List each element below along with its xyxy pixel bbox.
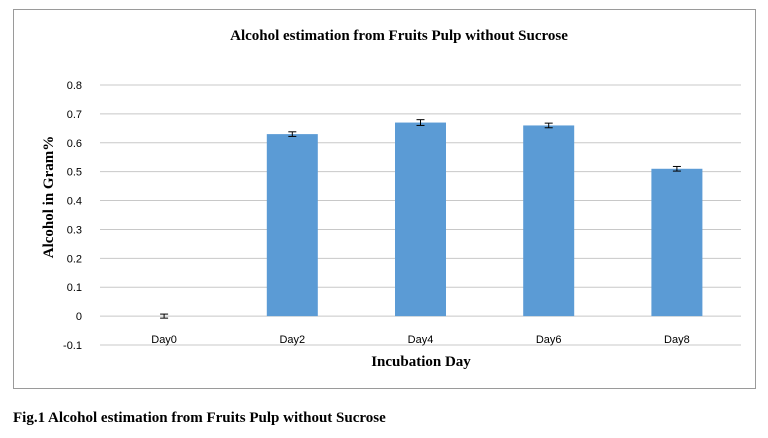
y-tick-label: 0 xyxy=(76,311,82,323)
x-axis-label: Incubation Day xyxy=(371,354,471,370)
x-tick-label: Day6 xyxy=(536,334,562,346)
figure-caption: Fig.1 Alcohol estimation from Fruits Pul… xyxy=(13,410,386,426)
bar xyxy=(651,168,703,317)
bar xyxy=(523,125,575,317)
bar-chart: Alcohol estimation from Fruits Pulp with… xyxy=(41,28,741,370)
y-tick-label: 0.8 xyxy=(67,80,82,92)
x-tick-label: Day8 xyxy=(664,334,690,346)
y-tick-label: 0.5 xyxy=(67,167,82,179)
y-axis-ticks: -0.1 0 0.1 0.2 0.3 0.4 0.5 0.6 0.7 0.8 xyxy=(63,80,82,352)
bars xyxy=(160,119,703,319)
bar xyxy=(395,122,446,317)
y-tick-label: 0.6 xyxy=(67,138,82,150)
x-tick-label: Day2 xyxy=(279,334,305,346)
x-tick-label: Day0 xyxy=(151,334,177,346)
y-tick-label: 0.3 xyxy=(67,224,82,236)
x-axis-ticks: Day0 Day2 Day4 Day6 Day8 xyxy=(151,334,689,346)
y-tick-label: 0.1 xyxy=(67,282,82,294)
y-tick-label: 0.7 xyxy=(67,109,82,121)
chart-title: Alcohol estimation from Fruits Pulp with… xyxy=(230,28,568,44)
y-tick-label: -0.1 xyxy=(63,340,82,352)
y-tick-label: 0.4 xyxy=(67,196,82,208)
x-tick-label: Day4 xyxy=(408,334,434,346)
y-tick-label: 0.2 xyxy=(67,253,82,265)
y-axis-label: Alcohol in Gram% xyxy=(41,136,57,259)
bar xyxy=(266,134,318,317)
chart-frame: Alcohol estimation from Fruits Pulp with… xyxy=(13,9,756,389)
